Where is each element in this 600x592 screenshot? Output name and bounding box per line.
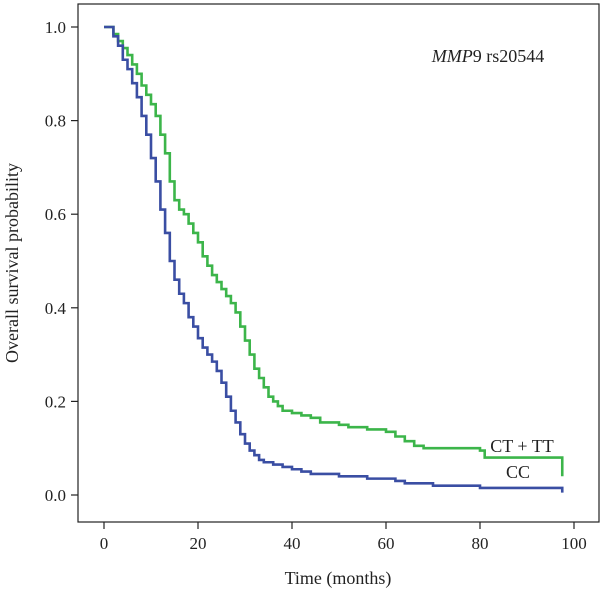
y-axis-title: Overall survival probability bbox=[2, 163, 22, 363]
annotation-snp-id: rs20544 bbox=[482, 46, 545, 66]
axes: 0 20 40 60 80 100 0.0 0.2 0.4 0.6 0.8 1.0 bbox=[45, 3, 600, 553]
annotation-gene: MMP bbox=[431, 46, 473, 66]
y-tick-label: 0.4 bbox=[45, 299, 67, 318]
x-tick-label: 100 bbox=[561, 534, 587, 553]
x-tick-label: 80 bbox=[472, 534, 489, 553]
series-line-cc bbox=[104, 25, 564, 493]
x-tick-label: 0 bbox=[100, 534, 109, 553]
annotation-snp: MMP9 rs20544 bbox=[431, 46, 544, 66]
x-tick-label: 60 bbox=[378, 534, 395, 553]
x-axis-title: Time (months) bbox=[285, 568, 392, 589]
y-tick-label: 0.8 bbox=[45, 112, 66, 131]
y-tick-label: 0.2 bbox=[45, 392, 66, 411]
plot-frame bbox=[77, 3, 600, 523]
annotation-gene-number: 9 bbox=[473, 46, 482, 66]
y-tick-label: 0.0 bbox=[45, 486, 66, 505]
survival-curves bbox=[104, 25, 564, 493]
y-tick-label: 1.0 bbox=[45, 18, 66, 37]
chart-labels: Time (months) Overall survival probabilit… bbox=[2, 46, 554, 589]
x-tick-label: 40 bbox=[284, 534, 301, 553]
series-line-ct-tt bbox=[104, 25, 564, 477]
series-label-cc: CC bbox=[506, 462, 530, 482]
series-label-ct-tt: CT + TT bbox=[490, 436, 554, 456]
x-tick-label: 20 bbox=[190, 534, 207, 553]
y-tick-label: 0.6 bbox=[45, 205, 66, 224]
